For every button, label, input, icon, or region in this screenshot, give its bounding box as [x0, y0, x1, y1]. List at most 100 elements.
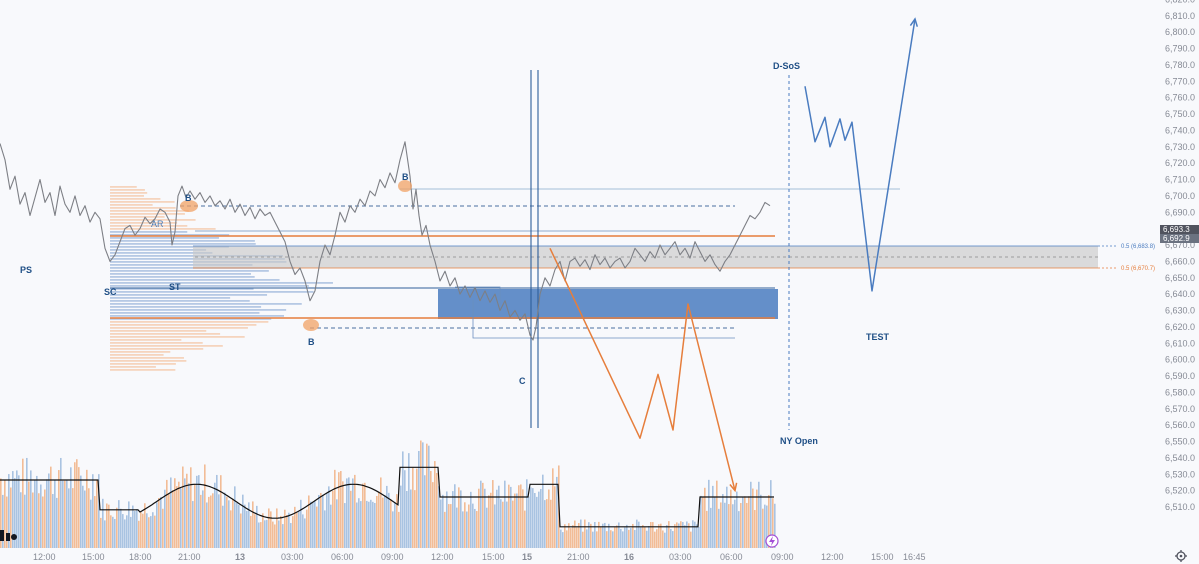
volume-bar — [518, 485, 520, 548]
volume-bar — [134, 511, 136, 548]
volume-bar — [568, 523, 570, 548]
volume-bar — [582, 531, 584, 548]
volume-bar — [642, 525, 644, 548]
volume-bar — [222, 505, 224, 548]
volume-bar — [500, 499, 502, 548]
volume-bar — [772, 498, 774, 548]
volume-bar — [476, 511, 478, 548]
volume-bar — [160, 496, 162, 548]
volume-bar — [180, 488, 182, 548]
volume-bar — [18, 475, 20, 548]
volume-bar — [752, 488, 754, 548]
volume-bar — [484, 488, 486, 548]
volume-bar — [102, 498, 104, 548]
volume-bar — [432, 482, 434, 548]
lightning-icon[interactable] — [765, 534, 779, 548]
profile-bar — [110, 333, 221, 335]
volume-bar — [554, 486, 556, 548]
price-tick-label: 6,700.0 — [1165, 191, 1195, 201]
volume-bar — [392, 511, 394, 548]
volume-bar — [284, 509, 286, 548]
volume-bar — [362, 483, 364, 548]
volume-bar — [328, 486, 330, 548]
volume-bar — [504, 480, 506, 548]
volume-bar — [658, 524, 660, 548]
profile-bar — [110, 348, 204, 350]
volume-bar — [242, 494, 244, 548]
volume-bar — [320, 492, 322, 548]
volume-bar — [592, 531, 594, 548]
volume-bar — [44, 489, 46, 548]
volume-bar — [58, 470, 60, 548]
volume-bar — [166, 479, 168, 548]
label-sc: SC — [104, 287, 117, 297]
volume-bar — [202, 490, 204, 548]
volume-bar — [210, 495, 212, 548]
profile-bar — [110, 288, 254, 290]
settings-gear-icon[interactable] — [1175, 550, 1187, 562]
volume-bar — [226, 496, 228, 548]
volume-bar — [594, 522, 596, 548]
volume-bar — [740, 503, 742, 548]
price-axis[interactable]: 6,510.0 6,520.0 6,530.0 6,540.0 6,550.0 6,560… — [1160, 0, 1199, 548]
volume-bar — [688, 523, 690, 548]
volume-bar — [670, 528, 672, 548]
profile-bar — [110, 303, 302, 305]
volume-bar — [380, 477, 382, 548]
tradingview-logo-icon[interactable] — [0, 530, 17, 541]
volume-bar — [406, 490, 408, 548]
volume-bar — [544, 500, 546, 548]
volume-bar — [184, 478, 186, 548]
volume-bar — [438, 486, 440, 548]
profile-bar — [110, 279, 280, 281]
price-tick-label: 6,730.0 — [1165, 142, 1195, 152]
volume-bar — [136, 509, 138, 548]
time-axis[interactable]: 12:00 15:00 18:00 21:00 13 03:00 06:00 0… — [0, 548, 1160, 564]
volume-bar — [338, 472, 340, 548]
volume-bar — [112, 516, 114, 548]
volume-bar — [524, 510, 526, 548]
volume-bar — [434, 461, 436, 548]
price-tick-label: 6,620.0 — [1165, 322, 1195, 332]
volume-bar — [458, 487, 460, 548]
volume-bar — [14, 478, 16, 548]
volume-bar — [622, 531, 624, 548]
volume-bar — [250, 515, 252, 548]
volume-bar — [62, 480, 64, 548]
price-tag-1-bg — [1160, 225, 1199, 234]
volume-bar — [768, 495, 770, 548]
volume-bar — [290, 523, 292, 548]
volume-bar — [12, 471, 14, 548]
volume-bar — [678, 523, 680, 548]
profile-bar — [110, 246, 229, 248]
volume-bar — [132, 505, 134, 548]
price-tick-label: 6,580.0 — [1165, 387, 1195, 397]
price-tick-label: 6,540.0 — [1165, 453, 1195, 463]
volume-bar — [534, 492, 536, 548]
volume-bar — [520, 484, 522, 548]
volume-bar — [288, 512, 290, 548]
volume-bar — [258, 522, 260, 548]
volume-bar — [126, 515, 128, 548]
volume-bar — [92, 474, 94, 548]
volume-bar — [32, 492, 34, 548]
volume-bar — [512, 500, 514, 548]
label-c: C — [519, 376, 526, 386]
volume-bar — [254, 514, 256, 548]
profile-bar — [110, 207, 176, 209]
volume-bar — [644, 527, 646, 548]
label-b-2: B — [308, 337, 315, 347]
profile-bar — [110, 243, 256, 245]
volume-bar — [264, 520, 266, 548]
volume-bar — [212, 493, 214, 548]
volume-bar — [410, 489, 412, 548]
profile-bar — [110, 354, 164, 356]
volume-bar — [128, 501, 130, 548]
volume-bar — [614, 527, 616, 548]
wyckoff-labels: PS SC AR ST B B B C D-SoS NY Open TEST — [20, 61, 890, 446]
volume-bar — [638, 521, 640, 548]
volume-bar — [720, 502, 722, 548]
volume-bar — [588, 522, 590, 548]
volume-bar — [564, 524, 566, 548]
